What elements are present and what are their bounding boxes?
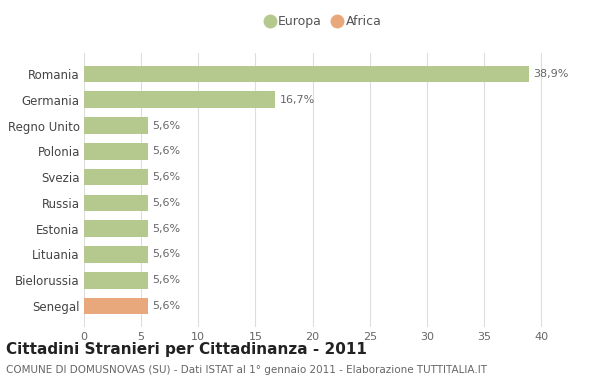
Text: 5,6%: 5,6% xyxy=(152,146,181,156)
Text: 5,6%: 5,6% xyxy=(152,224,181,234)
Text: 5,6%: 5,6% xyxy=(152,172,181,182)
Text: 5,6%: 5,6% xyxy=(152,301,181,311)
Bar xyxy=(84,66,529,82)
Text: 16,7%: 16,7% xyxy=(280,95,314,105)
Text: 38,9%: 38,9% xyxy=(533,69,569,79)
Text: COMUNE DI DOMUSNOVAS (SU) - Dati ISTAT al 1° gennaio 2011 - Elaborazione TUTTITA: COMUNE DI DOMUSNOVAS (SU) - Dati ISTAT a… xyxy=(6,365,487,375)
Bar xyxy=(84,117,148,134)
Text: 5,6%: 5,6% xyxy=(152,120,181,131)
Bar xyxy=(84,272,148,288)
Legend: Europa, Africa: Europa, Africa xyxy=(262,10,386,33)
Text: 5,6%: 5,6% xyxy=(152,275,181,285)
Text: 5,6%: 5,6% xyxy=(152,249,181,260)
Bar xyxy=(84,220,148,237)
Bar xyxy=(84,298,148,314)
Bar xyxy=(84,143,148,160)
Text: 5,6%: 5,6% xyxy=(152,198,181,208)
Bar xyxy=(84,246,148,263)
Bar xyxy=(84,195,148,211)
Bar xyxy=(84,92,275,108)
Bar xyxy=(84,169,148,185)
Text: Cittadini Stranieri per Cittadinanza - 2011: Cittadini Stranieri per Cittadinanza - 2… xyxy=(6,342,367,357)
